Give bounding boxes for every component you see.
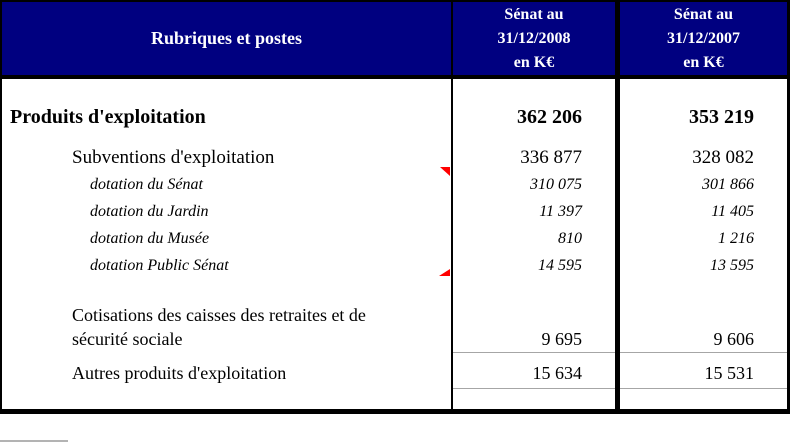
table-row-dotation-senat: dotation du Sénat 310 075 301 866: [2, 171, 787, 198]
table-header-row: Rubriques et postes Sénat au 31/12/2008 …: [2, 2, 787, 79]
table-row-produits: Produits d'exploitation 362 206 353 219: [2, 102, 787, 132]
spacer-row: [2, 132, 787, 144]
financial-table: Rubriques et postes Sénat au 31/12/2008 …: [0, 0, 790, 414]
value-2008: 362 206: [517, 106, 582, 128]
value-2008: 810: [558, 230, 582, 247]
value-2008: 336 877: [520, 147, 582, 168]
header-cell-2007: Sénat au 31/12/2007 en K€: [620, 2, 787, 75]
partial-rule: [0, 440, 68, 442]
value-2008: 15 634: [453, 359, 618, 389]
spacer-row: [2, 389, 787, 409]
value-2008: 310 075: [530, 176, 582, 193]
row-label: Subventions d'exploitation: [72, 147, 275, 168]
header-cell-2008: Sénat au 31/12/2008 en K€: [453, 2, 620, 75]
spacer-row: [2, 279, 787, 294]
value-2007: 11 405: [711, 203, 754, 220]
value-2007: 9 606: [618, 326, 787, 353]
column-divider-thin: [451, 79, 453, 409]
value-2007: 301 866: [702, 176, 754, 193]
table-row-dotation-public-senat: dotation Public Sénat 14 595 13 595: [2, 252, 787, 279]
row-label: dotation du Jardin: [90, 203, 209, 220]
comment-marker-icon[interactable]: [440, 167, 450, 176]
comment-marker-icon[interactable]: [439, 269, 450, 276]
header-cell-rubriques: Rubriques et postes: [2, 2, 453, 75]
header-2007-line3: en K€: [683, 53, 724, 71]
value-2008: 11 397: [539, 203, 582, 220]
header-2007-line2: 31/12/2007: [667, 29, 740, 47]
row-label: dotation du Musée: [90, 230, 210, 247]
table-row-cotisations-line2: sécurité sociale 9 695 9 606: [2, 326, 787, 353]
value-2007: 328 082: [692, 147, 754, 168]
table-body: Produits d'exploitation 362 206 353 219 …: [2, 79, 787, 409]
table-row-cotisations-line1: Cotisations des caisses des retraites et…: [2, 294, 787, 326]
value-2008: 14 595: [538, 257, 582, 274]
row-label: dotation Public Sénat: [90, 257, 229, 274]
value-2008: 9 695: [453, 326, 618, 353]
header-rubriques-label: Rubriques et postes: [150, 28, 302, 48]
header-2008-line3: en K€: [513, 53, 555, 71]
table-row-subventions: Subventions d'exploitation 336 877 328 0…: [2, 144, 787, 171]
row-label: sécurité sociale: [72, 329, 183, 349]
column-divider-thick: [615, 79, 620, 409]
row-label: Cotisations des caisses des retraites et…: [72, 305, 366, 325]
table-row-dotation-musee: dotation du Musée 810 1 216: [2, 225, 787, 252]
header-2007-line1: Sénat au: [673, 5, 734, 23]
value-2007: 15 531: [618, 359, 787, 389]
value-2007: 1 216: [718, 230, 754, 247]
table-row-dotation-jardin: dotation du Jardin 11 397 11 405: [2, 198, 787, 225]
header-2008-line1: Sénat au: [504, 5, 564, 23]
table-row-autres-produits: Autres produits d'exploitation 15 634 15…: [2, 359, 787, 389]
value-2007: 353 219: [689, 106, 754, 128]
header-2008-line2: 31/12/2008: [497, 29, 571, 47]
row-label: dotation du Sénat: [90, 176, 203, 193]
row-label: Autres produits d'exploitation: [72, 363, 287, 383]
spacer-row: [2, 79, 787, 102]
value-2007: 13 595: [710, 257, 754, 274]
row-label: Produits d'exploitation: [10, 106, 206, 128]
